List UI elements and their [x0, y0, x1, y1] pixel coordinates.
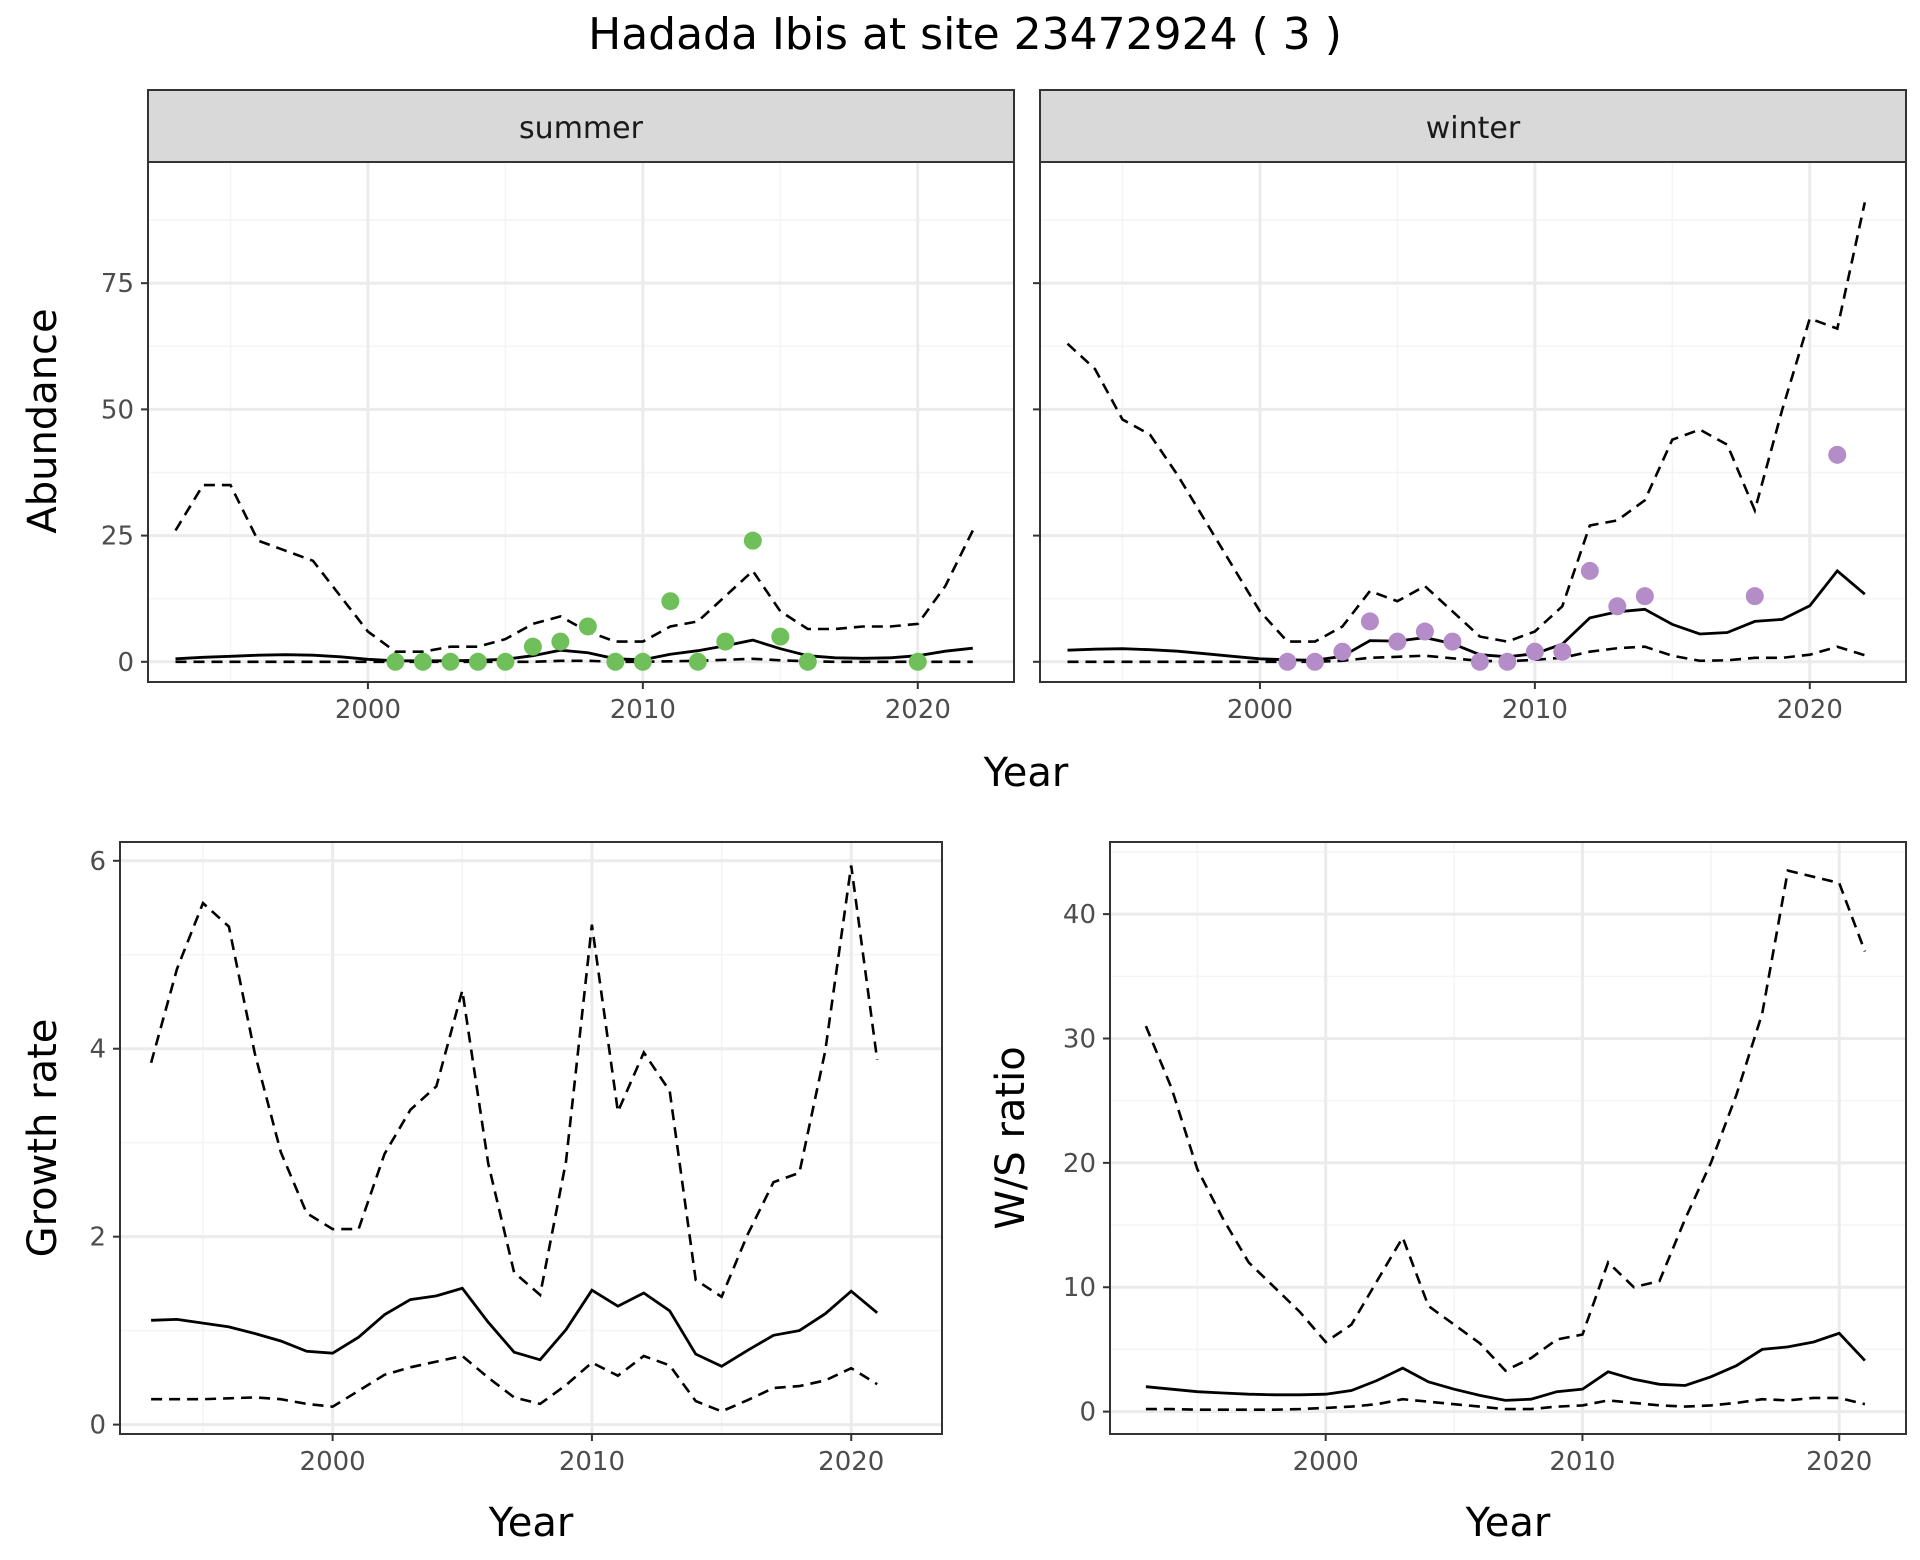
summer-data-point [661, 592, 680, 611]
ws-ratio-x-tick-label: 2000 [1293, 1447, 1359, 1477]
summer-data-point [771, 627, 790, 646]
growth-rate-y-tick-label: 0 [89, 1411, 106, 1441]
winter-strip-label: winter [1426, 111, 1521, 146]
ws-ratio-lower-bound-line [1145, 1396, 1866, 1411]
summer-data-point [633, 652, 652, 671]
growth-rate-y-tick-label: 2 [89, 1223, 106, 1253]
summer-panel-border [147, 161, 1015, 683]
winter-data-point [1525, 642, 1544, 661]
summer-data-point [578, 617, 597, 636]
growth-rate-grid [120, 842, 942, 1434]
summer-y-tick-label: 75 [101, 269, 134, 299]
winter-data-point [1608, 597, 1627, 616]
growth-rate-plot-background [120, 842, 942, 1434]
growth-rate-upper-bound-line [149, 865, 879, 1299]
summer-data-point [798, 652, 817, 671]
summer-data-point [606, 652, 625, 671]
winter-lower-bound-line [1067, 645, 1866, 664]
summer-points [386, 531, 927, 671]
summer-data-point [743, 531, 762, 550]
summer-y-tick-label: 25 [101, 522, 134, 552]
summer-data-point [441, 652, 460, 671]
growth-rate-y-axis-title: Growth rate [20, 1019, 66, 1258]
winter-x-tick-label: 2020 [1777, 695, 1843, 725]
winter-data-point [1388, 632, 1407, 651]
summer-plot-background [148, 162, 1014, 682]
summer-data-point [523, 637, 542, 656]
winter-data-point [1580, 561, 1599, 580]
ws-ratio-y-tick-label: 0 [1079, 1398, 1096, 1428]
winter-plot-background [1040, 162, 1906, 682]
summer-abundance-panel: summer 2000 2010 2020 0 25 50 75 [101, 89, 1015, 725]
winter-strip [1039, 89, 1907, 163]
growth-rate-estimate-line [151, 1286, 879, 1368]
winter-data-point [1553, 642, 1572, 661]
winter-upper-bound-line [1066, 202, 1867, 643]
summer-x-tick-label: 2020 [885, 695, 951, 725]
summer-data-point [413, 652, 432, 671]
summer-data-point [496, 652, 515, 671]
abundance-x-axis-title: Year [983, 750, 1069, 796]
winter-points [1278, 445, 1847, 671]
winter-data-point [1498, 652, 1517, 671]
winter-x-tick-label: 2010 [1502, 695, 1568, 725]
abundance-y-axis-title: Abundance [20, 308, 66, 533]
winter-data-point [1443, 632, 1462, 651]
winter-data-point [1415, 622, 1434, 641]
ws-ratio-plot-background [1110, 842, 1906, 1434]
ws-ratio-panel: W/S ratio Year 2000 2010 2020 0 10 20 30 40 [988, 841, 1907, 1546]
winter-data-point [1278, 652, 1297, 671]
summer-upper-bound-line [174, 483, 974, 653]
summer-data-point [386, 652, 405, 671]
ws-ratio-x-tick-label: 2010 [1549, 1447, 1615, 1477]
winter-data-point [1333, 642, 1352, 661]
ws-ratio-y-tick-label: 20 [1063, 1149, 1096, 1179]
summer-strip [147, 89, 1015, 163]
growth-rate-x-tick-label: 2010 [559, 1447, 625, 1477]
ws-ratio-panel-border [1109, 841, 1907, 1435]
winter-x-tick-label: 2000 [1227, 695, 1293, 725]
growth-rate-panel: Growth rate Year 2000 2010 2020 0 2 4 6 [20, 841, 943, 1546]
growth-rate-y-tick-label: 6 [89, 847, 106, 877]
winter-data-point [1828, 445, 1847, 464]
summer-data-point [468, 652, 487, 671]
growth-rate-x-tick-label: 2020 [818, 1447, 884, 1477]
summer-data-point [908, 652, 927, 671]
ws-ratio-upper-bound-line [1144, 869, 1867, 1373]
ws-ratio-x-tick-label: 2020 [1806, 1447, 1872, 1477]
summer-y-tick-label: 50 [101, 395, 134, 425]
winter-grid [1040, 162, 1906, 682]
summer-y-tick-label: 0 [117, 648, 134, 678]
growth-rate-panel-border [119, 841, 943, 1435]
summer-strip-label: summer [519, 111, 644, 146]
ws-ratio-y-tick-label: 30 [1063, 1025, 1096, 1055]
ws-ratio-y-axis-title: W/S ratio [988, 1046, 1034, 1229]
winter-estimate-line [1067, 568, 1866, 662]
ws-ratio-y-tick-label: 10 [1063, 1273, 1096, 1303]
winter-data-point [1635, 587, 1654, 606]
growth-rate-y-tick-label: 4 [89, 1035, 106, 1065]
summer-x-tick-label: 2000 [335, 695, 401, 725]
growth-rate-x-axis-title: Year [488, 1500, 574, 1546]
figure-title: Hadada Ibis at site 23472924 ( 3 ) [588, 9, 1342, 60]
ws-ratio-estimate-line [1145, 1331, 1866, 1402]
winter-data-point [1305, 652, 1324, 671]
summer-grid [148, 162, 1014, 682]
summer-data-point [716, 632, 735, 651]
winter-data-point [1360, 612, 1379, 631]
summer-data-point [688, 652, 707, 671]
summer-data-point [551, 632, 570, 651]
growth-rate-x-tick-label: 2000 [300, 1447, 366, 1477]
winter-data-point [1470, 652, 1489, 671]
summer-estimate-line [175, 638, 973, 663]
ws-ratio-y-tick-label: 40 [1063, 900, 1096, 930]
ws-ratio-x-axis-title: Year [1465, 1500, 1551, 1546]
winter-panel-border [1039, 161, 1907, 683]
winter-data-point [1745, 587, 1764, 606]
summer-lower-bound-line [175, 657, 973, 664]
summer-x-tick-label: 2010 [610, 695, 676, 725]
winter-abundance-panel: winter 2000 2010 2020 [1033, 89, 1907, 725]
ws-ratio-grid [1110, 842, 1906, 1434]
